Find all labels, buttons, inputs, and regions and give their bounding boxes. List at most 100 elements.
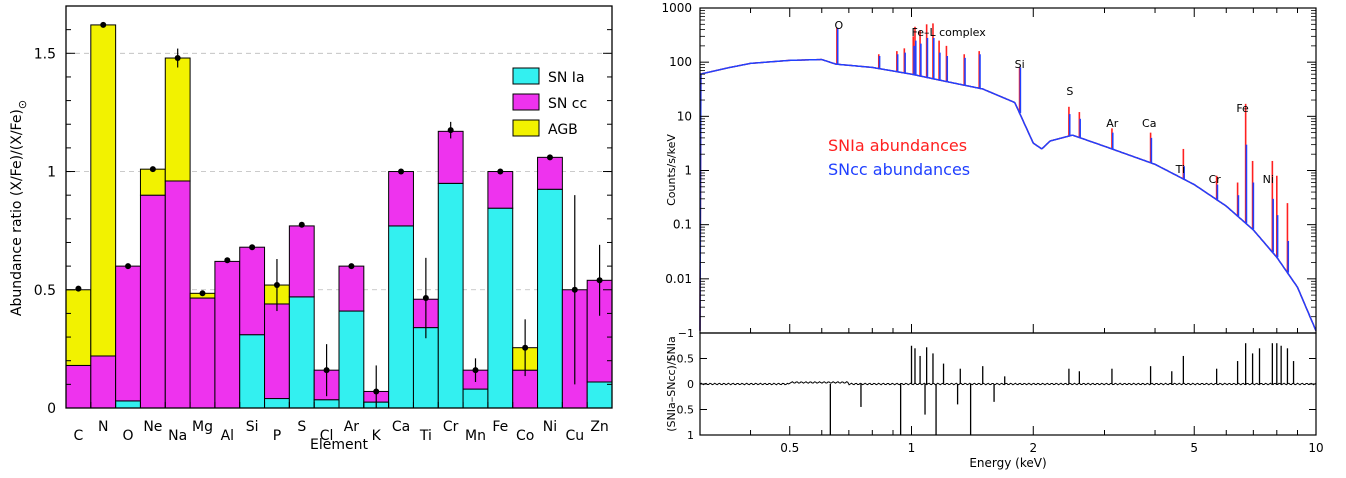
category-label: Zn [590,419,608,435]
bar-segment-sn-ia [338,310,365,409]
residual-chart: −1 −0.5 0 0.5 1 0.5 1 2 5 10 Energy (keV) (SNIa–SNc… [665,327,1324,470]
line-annotation: O [835,19,844,32]
category-label: Na [168,428,187,444]
legend-swatch [512,67,540,85]
line-annotation: Fe–L complex [912,26,987,39]
line-annotation: Ni [1263,173,1274,186]
bar-segment-sn-ia [412,327,439,409]
y-tick-label: 0 [687,378,694,391]
category-label: Ni [543,419,557,435]
data-point [373,388,380,395]
y-tick-label: 0.5 [677,404,695,417]
data-point [149,166,156,173]
bar-segment-sn-ia [288,296,315,409]
line-annotation: Si [1015,58,1025,71]
y-tick-label: 0.1 [673,218,692,232]
data-point [571,286,578,293]
data-point [497,168,504,175]
data-point [323,367,330,374]
category-label: Cu [565,428,584,444]
bar-segment-sn-cc [288,225,315,298]
bar-segment-agb [90,24,117,357]
category-label: Ti [419,428,432,444]
x-axis-label: Energy (keV) [969,456,1046,470]
bar-segment-agb [65,289,92,366]
category-label: Fe [492,419,508,435]
spectrum-frame [699,7,1317,334]
bar-segment-sn-cc [65,364,92,409]
data-point [348,263,355,270]
data-point [125,263,132,270]
category-label: K [372,428,382,444]
category-label: O [123,428,134,444]
y-tick-label: 0 [47,401,56,417]
data-point [273,282,280,289]
data-point [224,257,231,264]
x-tick-label: 2 [1029,441,1037,455]
bar-segment-sn-ia [462,388,489,409]
bar-segment-sn-ia [313,399,340,409]
bar-segment-agb [164,57,191,182]
x-tick-label: 0.5 [780,441,799,455]
y-tick-label: 1 [687,429,694,442]
category-label: Ar [344,419,360,435]
x-tick-label: 10 [1308,441,1323,455]
legend-swatch [512,93,540,111]
spectrum-line-sncc [699,58,1317,332]
data-point [472,367,479,374]
line-annotation: Fe [1236,102,1249,115]
data-point [249,244,256,251]
bar-segment-sn-cc [189,297,216,409]
y-axis-label: Counts/s/keV [665,134,678,206]
category-label: Al [221,428,234,444]
bar-segment-sn-cc [437,130,464,184]
legend-swatch [512,119,540,137]
bar-segment-sn-ia [437,182,464,409]
residual-baseline [699,381,1317,386]
y-axis-label: (SNIa–SNcc)/SNIa [665,336,678,432]
category-label: N [98,419,108,435]
data-point [596,277,603,284]
bar-segment-sn-ia [388,225,414,409]
data-point [398,168,405,175]
bar-segment-sn-ia [537,188,563,409]
bar-segment-sn-cc [90,355,117,409]
bar-segment-sn-cc [239,246,266,336]
legend-label-sncc: SNcc abundances [828,160,970,179]
bar-segment-sn-cc [164,180,191,409]
data-point [298,221,305,228]
category-label: Cl [320,428,334,444]
y-tick-label: 1 [47,165,56,181]
data-point [100,21,107,28]
line-annotation: Ti [1175,163,1185,176]
data-point [199,290,206,297]
y-tick-label: 1000 [661,1,692,15]
y-tick-label: −1 [678,327,694,340]
legend-label-snia: SNIa abundances [828,136,967,155]
data-point [174,55,181,62]
category-label: Mn [465,428,486,444]
x-axis-label: Element [310,437,368,453]
category-label: P [273,428,281,444]
y-tick-label: 1 [684,164,692,178]
bar-segment-agb [139,168,166,196]
bar-segment-sn-cc [537,156,563,190]
category-label: S [297,419,306,435]
plot-frame [65,5,613,409]
data-point [422,295,429,302]
y-tick-label: 100 [669,55,692,69]
y-tick-label: 0.01 [665,272,692,286]
category-label: C [74,428,84,444]
y-tick-label: 10 [677,109,692,123]
x-tick-label: 1 [908,441,916,455]
legend-label: SN Ia [548,70,585,86]
bar-segment-sn-ia [586,381,613,409]
x-tick-label: 5 [1190,441,1198,455]
bar-segment-sn-ia [115,400,141,409]
data-point [522,344,529,351]
bar-segment-sn-ia [264,398,290,409]
category-label: Ca [392,419,410,435]
line-annotation: Ca [1142,117,1156,130]
